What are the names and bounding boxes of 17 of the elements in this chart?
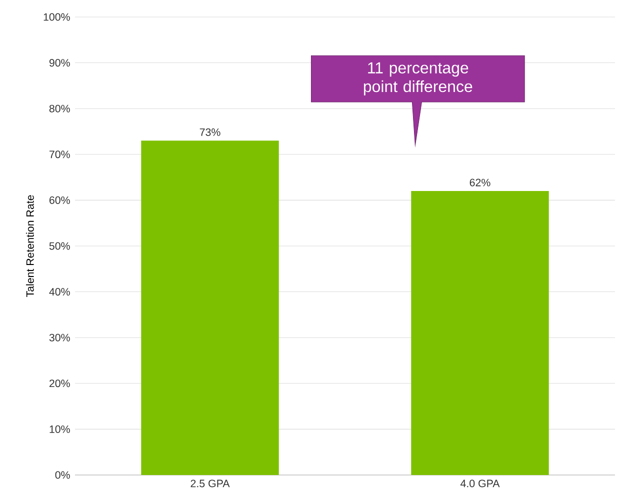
- y-tick-label: 80%: [49, 104, 70, 112]
- data-label: 62%: [470, 178, 490, 186]
- y-tick-label: 100%: [44, 13, 70, 21]
- y-axis-title: Talent Retention Rate: [26, 195, 34, 298]
- y-tick-label: 0%: [55, 471, 70, 479]
- annotation: 11 percentage point difference: [364, 62, 472, 96]
- y-tick-label: 70%: [49, 150, 70, 158]
- y-tick-label: 90%: [49, 59, 70, 67]
- data-label: 73%: [200, 128, 220, 136]
- y-tick-label: 10%: [50, 425, 70, 433]
- x-tick-label: 2.5 GPA: [190, 480, 230, 488]
- x-tick-label: 4.0 GPA: [460, 480, 500, 488]
- y-tick-label: 60%: [49, 196, 70, 204]
- y-tick-label: 50%: [49, 242, 70, 250]
- y-tick-label: 20%: [49, 380, 70, 388]
- y-tick-label: 40%: [49, 288, 70, 296]
- y-tick-label: 30%: [49, 334, 70, 342]
